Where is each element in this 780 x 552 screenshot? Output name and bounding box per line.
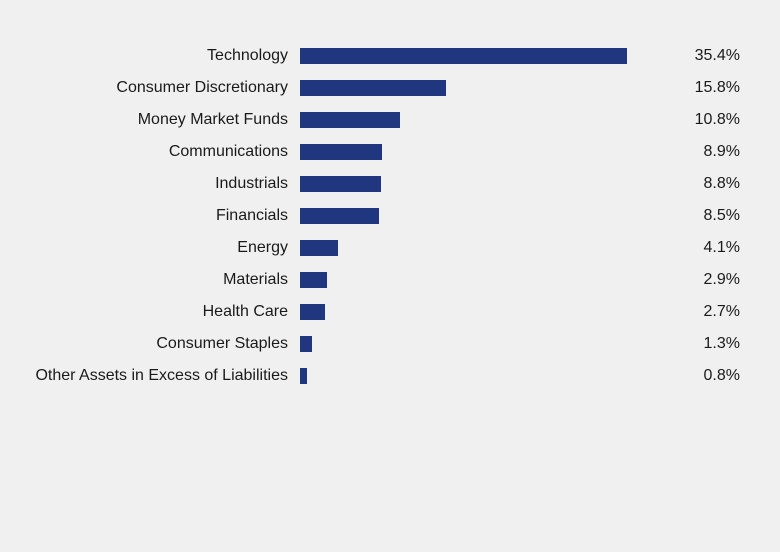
bar-track: [300, 208, 670, 224]
bar-track: [300, 272, 670, 288]
bar: [300, 144, 382, 160]
category-label: Industrials: [20, 175, 300, 193]
bar: [300, 112, 400, 128]
value-label: 35.4%: [670, 47, 740, 65]
bar: [300, 304, 325, 320]
value-label: 8.9%: [670, 143, 740, 161]
value-label: 0.8%: [670, 367, 740, 385]
bar: [300, 176, 381, 192]
chart-row: Money Market Funds 10.8%: [20, 104, 760, 136]
chart-row: Consumer Staples 1.3%: [20, 328, 760, 360]
category-label: Health Care: [20, 303, 300, 321]
bar-track: [300, 48, 670, 64]
bar: [300, 48, 627, 64]
category-label: Communications: [20, 143, 300, 161]
category-label: Other Assets in Excess of Liabilities: [20, 367, 300, 385]
bar-track: [300, 112, 670, 128]
bar-track: [300, 144, 670, 160]
value-label: 2.9%: [670, 271, 740, 289]
chart-row: Technology 35.4%: [20, 40, 760, 72]
bar: [300, 368, 307, 384]
allocation-bar-chart: Technology 35.4% Consumer Discretionary 15.…: [0, 0, 780, 552]
bar-track: [300, 368, 670, 384]
chart-row: Health Care 2.7%: [20, 296, 760, 328]
value-label: 8.5%: [670, 207, 740, 225]
bar-track: [300, 240, 670, 256]
category-label: Technology: [20, 47, 300, 65]
category-label: Financials: [20, 207, 300, 225]
chart-row: Materials 2.9%: [20, 264, 760, 296]
chart-row: Consumer Discretionary 15.8%: [20, 72, 760, 104]
value-label: 10.8%: [670, 111, 740, 129]
bar: [300, 208, 379, 224]
category-label: Consumer Discretionary: [20, 79, 300, 97]
category-label: Materials: [20, 271, 300, 289]
chart-row: Communications 8.9%: [20, 136, 760, 168]
chart-row: Energy 4.1%: [20, 232, 760, 264]
chart-row: Financials 8.5%: [20, 200, 760, 232]
chart-row: Other Assets in Excess of Liabilities 0.8…: [20, 360, 760, 392]
value-label: 15.8%: [670, 79, 740, 97]
bar-track: [300, 304, 670, 320]
bar: [300, 272, 327, 288]
bar-track: [300, 80, 670, 96]
category-label: Consumer Staples: [20, 335, 300, 353]
value-label: 8.8%: [670, 175, 740, 193]
bar: [300, 240, 338, 256]
bar: [300, 336, 312, 352]
category-label: Money Market Funds: [20, 111, 300, 129]
bar-track: [300, 176, 670, 192]
value-label: 2.7%: [670, 303, 740, 321]
bar-track: [300, 336, 670, 352]
bar: [300, 80, 446, 96]
value-label: 1.3%: [670, 335, 740, 353]
value-label: 4.1%: [670, 239, 740, 257]
chart-row: Industrials 8.8%: [20, 168, 760, 200]
category-label: Energy: [20, 239, 300, 257]
